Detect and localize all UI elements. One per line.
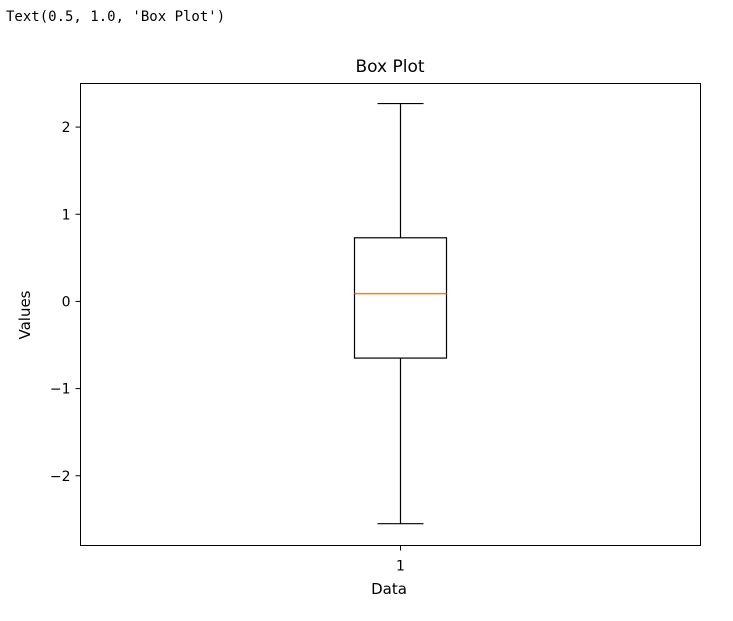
plot-area-frame (80, 83, 701, 546)
x-axis: 1 (396, 545, 405, 575)
chart-title: Box Plot (355, 57, 424, 77)
y-tick-label: 2 (62, 120, 71, 136)
y-tick-label: 0 (62, 294, 71, 310)
y-tick-label: 1 (62, 207, 71, 223)
x-tick-label: 1 (396, 559, 405, 575)
y-axis: −2 −1 0 1 2 (50, 120, 81, 485)
y-axis-label: Values (16, 290, 34, 339)
x-axis-label: Data (371, 580, 407, 598)
cell-output-text: Text(0.5, 1.0, 'Box Plot') (6, 9, 226, 25)
y-tick-label: −2 (50, 469, 71, 485)
box-series (353, 102, 448, 525)
iqr-box (353, 237, 448, 359)
y-tick-label: −1 (50, 382, 71, 398)
